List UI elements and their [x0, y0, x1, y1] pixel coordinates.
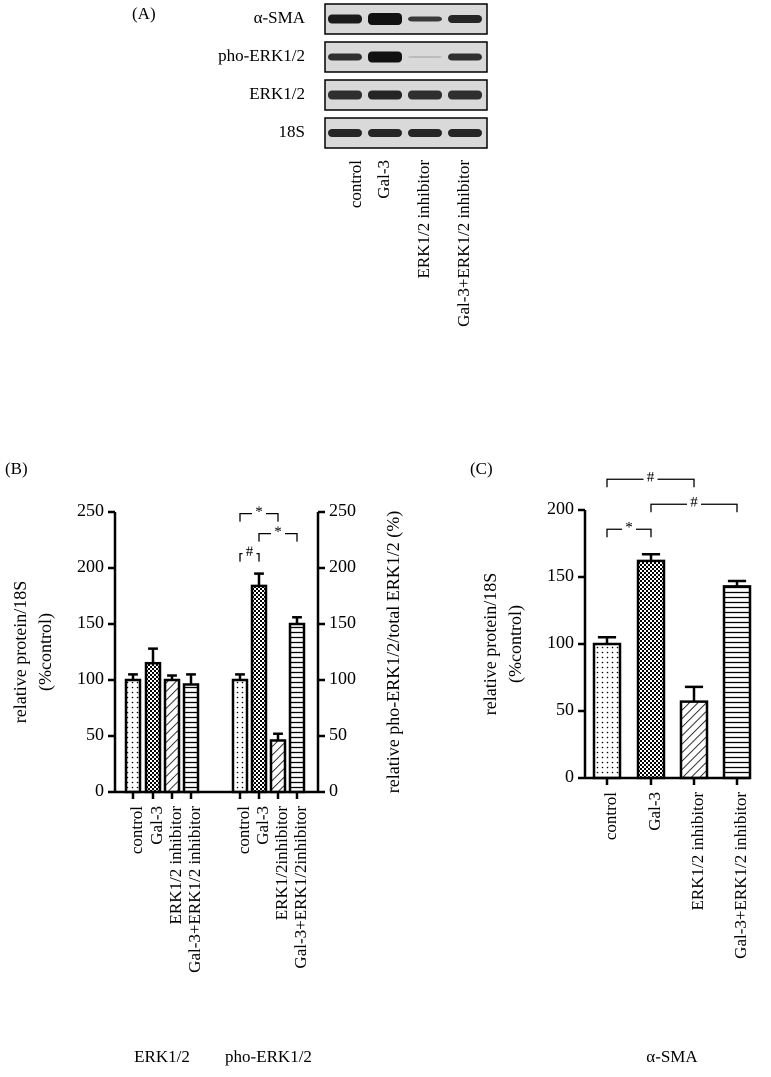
band — [328, 14, 362, 24]
y-axis-label: (%control) — [505, 605, 526, 683]
x-tick-label: Gal-3 — [645, 792, 664, 831]
significance-label: * — [255, 504, 263, 520]
x-tick-label: Gal-3+ERK1/2 inhibitor — [731, 792, 750, 959]
y-axis-label: (%control) — [35, 613, 56, 691]
y2-tick-label: 200 — [329, 556, 356, 576]
band — [448, 90, 482, 100]
x-tick-label: ERK1/2 inhibitor — [166, 806, 185, 925]
band — [408, 129, 442, 137]
y-tick-label: 150 — [77, 612, 104, 632]
band — [328, 90, 362, 100]
bar — [269, 739, 287, 794]
bar — [592, 642, 622, 780]
x-tick-label: Gal-3 — [147, 806, 166, 845]
group-label: pho-ERK1/2 — [225, 1047, 312, 1066]
y-tick-label: 50 — [86, 724, 104, 744]
significance-bracket — [239, 552, 260, 562]
y-tick-label: 0 — [95, 780, 104, 800]
y-tick-label: 50 — [556, 699, 574, 719]
band — [408, 56, 442, 58]
x-tick-label: Gal-3+ERK1/2inhibitor — [291, 806, 310, 969]
y2-tick-label: 100 — [329, 668, 356, 688]
band — [328, 129, 362, 137]
x-tick-label: Gal-3+ERK1/2 inhibitor — [185, 806, 204, 973]
y-tick-label: 100 — [547, 632, 574, 652]
significance-label: * — [625, 520, 633, 536]
band — [408, 90, 442, 100]
y-tick-label: 150 — [547, 565, 574, 585]
bar — [163, 678, 181, 794]
bar — [250, 584, 268, 794]
y2-axis-label: relative pho-ERK1/2/total ERK1/2 (%) — [383, 511, 404, 793]
lane-label: ERK1/2 inhibitor — [414, 160, 433, 279]
y-tick-label: 200 — [77, 556, 104, 576]
y-tick-label: 200 — [547, 498, 574, 518]
y-tick-label: 0 — [565, 766, 574, 786]
lane-label: Gal-3 — [374, 160, 393, 199]
x-tick-label: ERK1/2 inhibitor — [688, 792, 707, 911]
bar — [722, 585, 752, 780]
bar — [679, 700, 709, 780]
bar — [636, 559, 666, 780]
band — [368, 51, 402, 63]
significance-label: # — [246, 544, 254, 560]
y-tick-label: 250 — [77, 500, 104, 520]
x-tick-label: Gal-3 — [253, 806, 272, 845]
group-label: α-SMA — [646, 1047, 698, 1066]
y-tick-label: 100 — [77, 668, 104, 688]
panel-label: (B) — [5, 459, 28, 478]
significance-label: # — [690, 495, 698, 511]
bar — [144, 661, 162, 794]
band — [448, 53, 482, 61]
band — [328, 53, 362, 61]
lane-label: control — [346, 160, 365, 208]
bar — [182, 683, 200, 794]
x-tick-label: control — [234, 806, 253, 854]
band — [368, 129, 402, 137]
y2-tick-label: 250 — [329, 500, 356, 520]
lane-label: Gal-3+ERK1/2 inhibitor — [454, 160, 473, 327]
band — [368, 13, 402, 25]
row-label: pho-ERK1/2 — [218, 46, 305, 65]
significance-bracket — [239, 512, 279, 522]
y-axis-label: relative protein/18S — [10, 581, 30, 723]
panel-label: (A) — [132, 4, 156, 23]
row-label: ERK1/2 — [249, 84, 305, 103]
bar — [288, 622, 306, 794]
bar — [124, 678, 142, 794]
y2-tick-label: 0 — [329, 780, 338, 800]
significance-label: * — [274, 524, 282, 540]
band — [448, 129, 482, 137]
x-tick-label: control — [601, 792, 620, 840]
x-tick-label: control — [127, 806, 146, 854]
panel-label: (C) — [470, 459, 493, 478]
significance-bracket — [650, 503, 738, 513]
band — [408, 16, 442, 22]
group-label: ERK1/2 — [134, 1047, 190, 1066]
significance-bracket — [606, 528, 652, 538]
y2-tick-label: 150 — [329, 612, 356, 632]
row-label: α-SMA — [254, 8, 306, 27]
y2-tick-label: 50 — [329, 724, 347, 744]
significance-label: # — [647, 470, 655, 486]
y-axis-label: relative protein/18S — [480, 573, 500, 715]
western-blot: α-SMA pho-ERK1/2 ERK1/2 18S control Gal-3 ERK1… — [218, 3, 488, 327]
significance-bracket — [606, 478, 695, 488]
band — [368, 90, 402, 100]
x-tick-label: ERK1/2inhibitor — [272, 806, 291, 921]
band — [448, 15, 482, 23]
significance-bracket — [258, 532, 298, 542]
bar — [231, 678, 249, 794]
row-label: 18S — [279, 122, 305, 141]
